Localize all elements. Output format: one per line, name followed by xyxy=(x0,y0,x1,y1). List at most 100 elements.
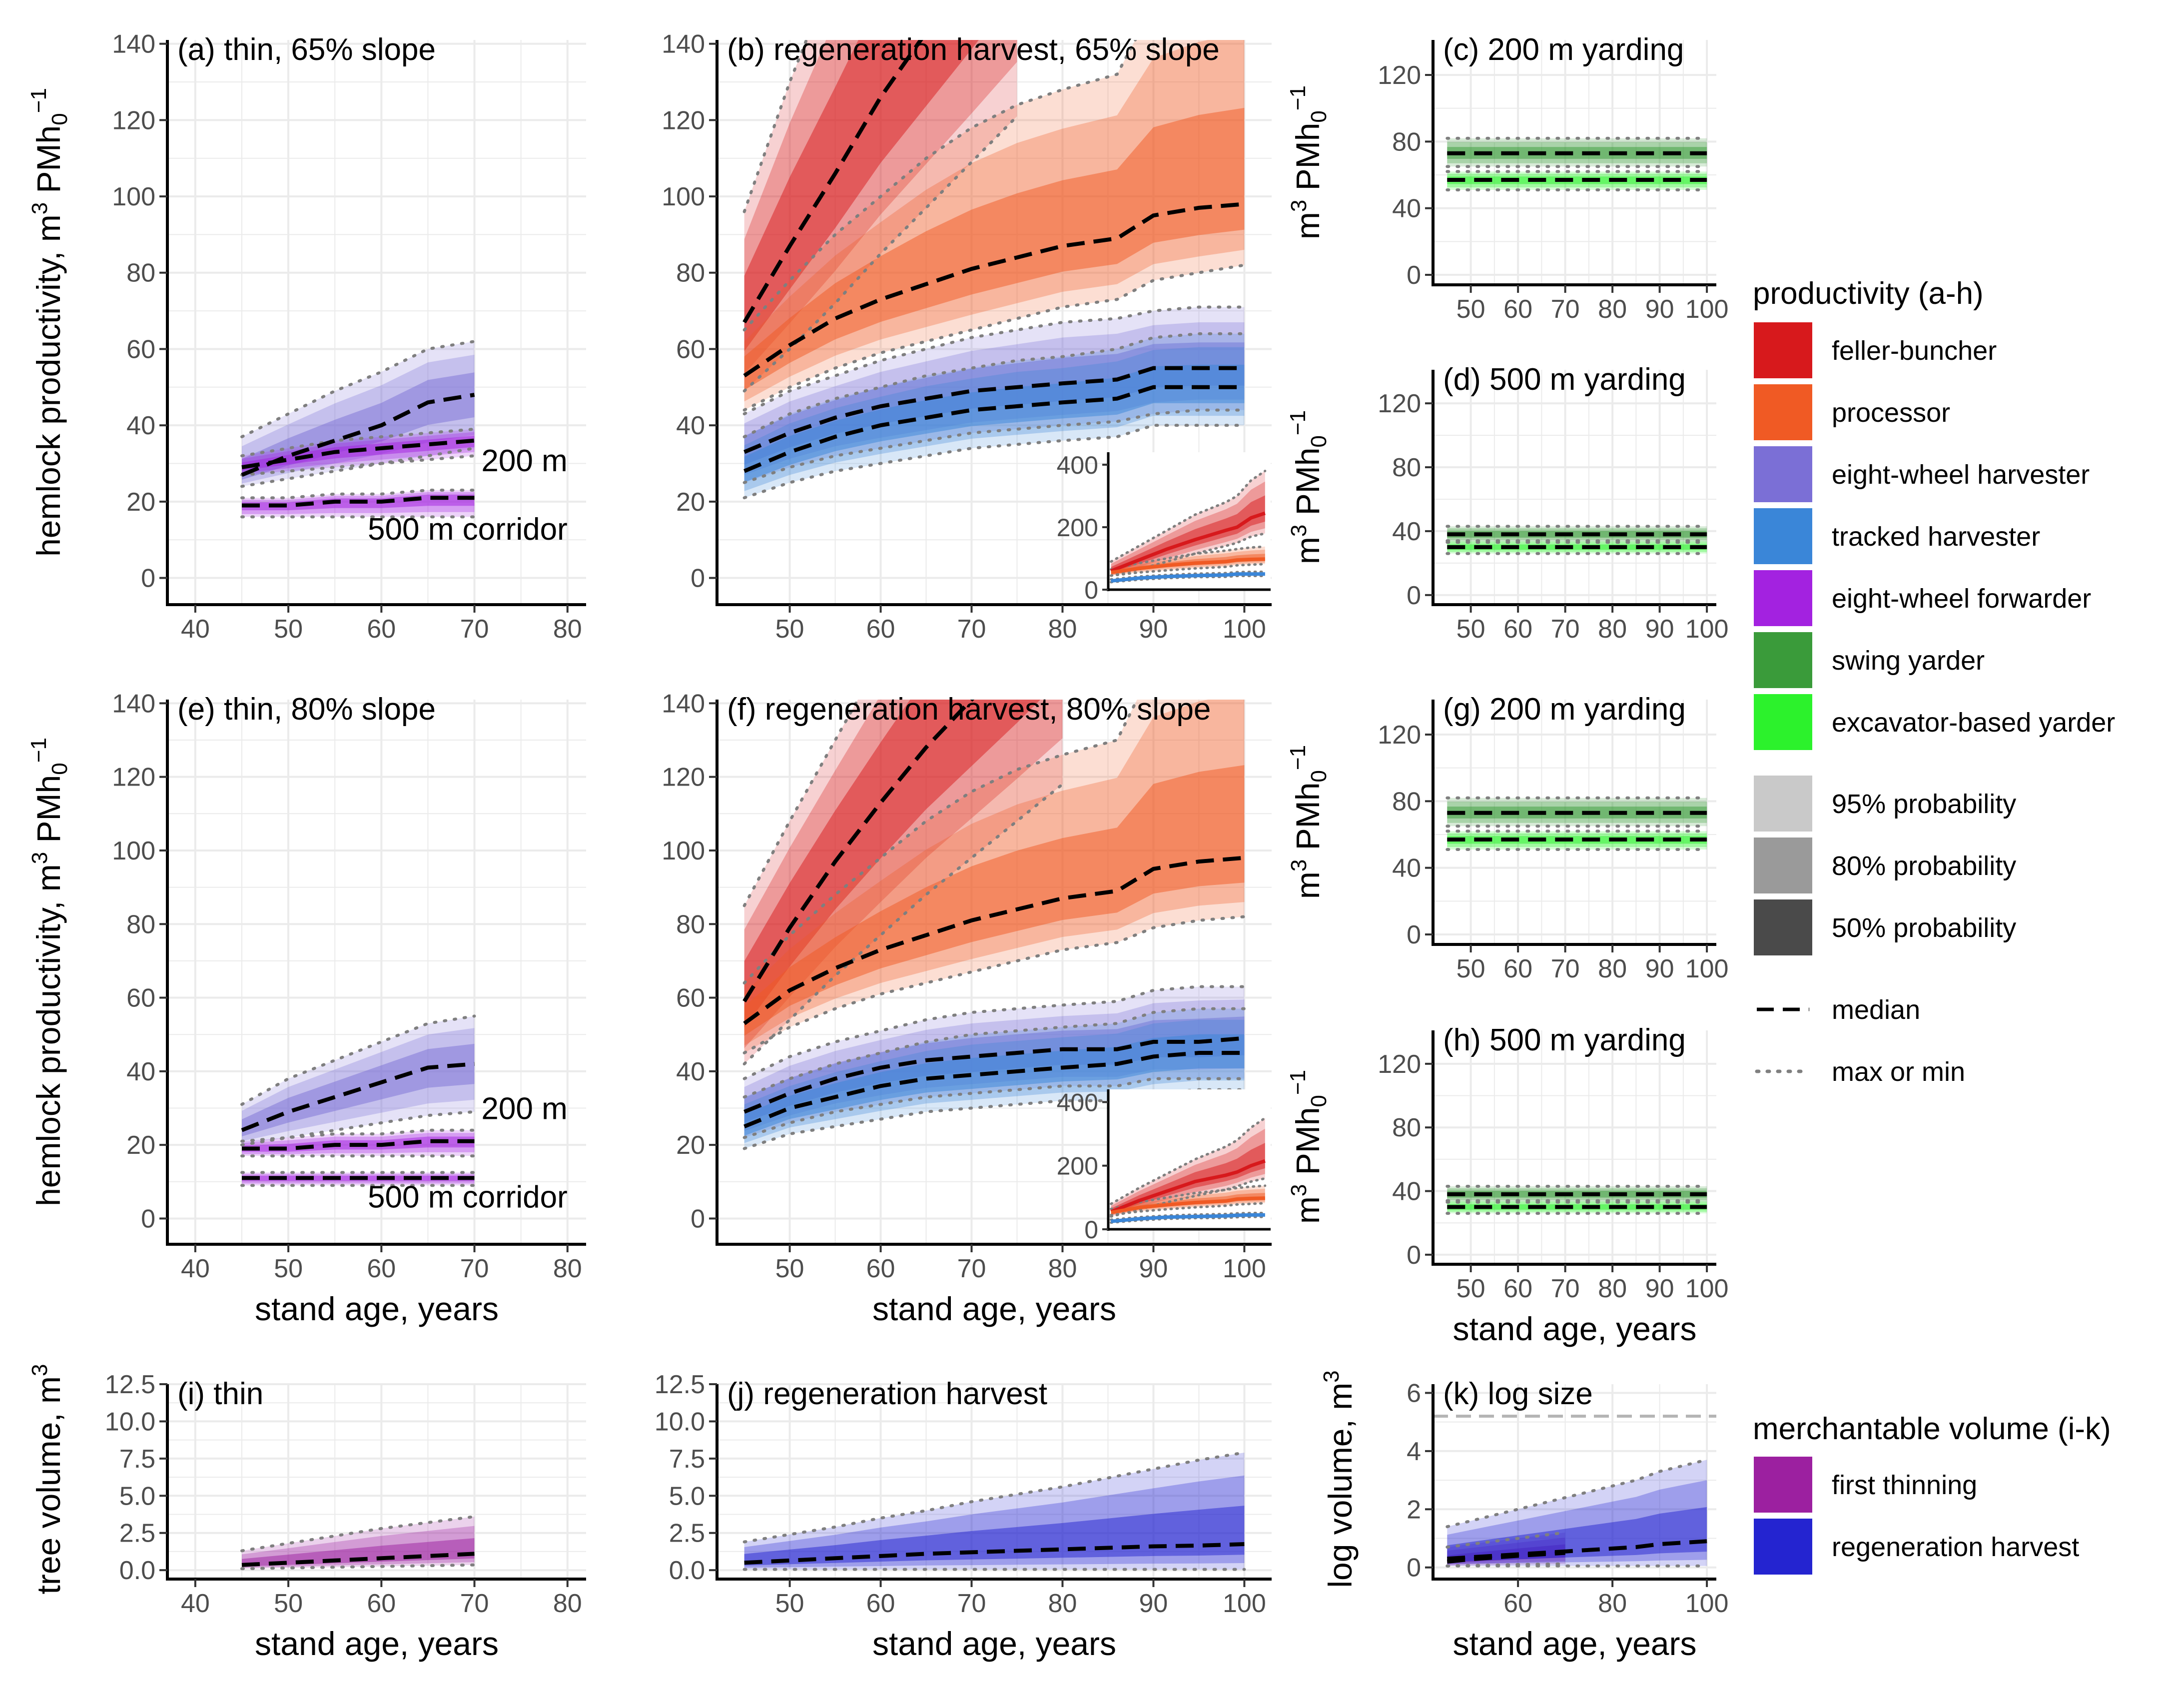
x-tick-label: 80 xyxy=(553,1254,582,1283)
svg-text:m3 PMh0−1: m3 PMh0−1 xyxy=(1286,410,1331,564)
x-axis-label-i: stand age, years xyxy=(255,1625,499,1662)
x-tick-label: 100 xyxy=(1685,954,1729,983)
min-line-eight-wheel-harvester xyxy=(742,1077,1246,1139)
y-tick-label: 5.0 xyxy=(119,1482,155,1511)
min-line-eight-wheel-harvester xyxy=(240,447,476,488)
panel-title-j: (j) regeneration harvest xyxy=(727,1377,1047,1411)
max-line-eight-wheel-harvester xyxy=(240,1014,476,1106)
y-tick-label: 7.5 xyxy=(119,1445,155,1474)
y-tick-label: 60 xyxy=(676,984,705,1013)
panel-i: 0.0 2.5 5.0 7.5 10.0 12.5 40 50 60 70 80 (i) thin st… xyxy=(27,1364,586,1662)
y-tick-label: 60 xyxy=(126,984,155,1013)
max-line-processor xyxy=(742,40,1137,332)
legend-key-eight-wheel-forwarder: eight-wheel forwarder xyxy=(1752,568,2091,628)
y-tick-label: 4 xyxy=(1407,1437,1421,1466)
max-line-feller-buncher xyxy=(1110,1116,1267,1205)
panel-f-inset: 0 200 400 xyxy=(1057,1088,1271,1244)
y-tick-label: 12.5 xyxy=(105,1370,155,1399)
x-tick-label: 80 xyxy=(1598,615,1627,644)
max-line-tracked-harvester xyxy=(742,1007,1246,1099)
panel-title-d: (d) 500 m yarding xyxy=(1443,362,1686,397)
annotation-label: 500 m corridor xyxy=(368,512,568,547)
x-tick-label: 50 xyxy=(1456,615,1485,644)
svg-text:tree volume, m3: tree volume, m3 xyxy=(27,1364,67,1595)
legend-label-excavator-based-yarder: excavator-based yarder xyxy=(1832,708,2115,738)
y-tick-label: 80 xyxy=(1392,1113,1421,1142)
x-tick-label: 100 xyxy=(1685,295,1729,324)
legend-key-80-probability: 80% probability xyxy=(1752,836,2016,895)
y-tick-label: 100 xyxy=(662,182,705,211)
y-tick-label: 20 xyxy=(676,1131,705,1160)
panel-a: 0 20 40 60 80 100 120 140 40 50 60 70 80 (a) thin, 65… xyxy=(26,30,586,644)
x-tick-label: 70 xyxy=(1551,615,1580,644)
y-tick-label: 400 xyxy=(1057,451,1098,479)
y-tick-label: 120 xyxy=(662,763,705,792)
y-tick-label: 0 xyxy=(1407,261,1421,290)
y-tick-label: 0 xyxy=(1407,1554,1421,1583)
panel-c: 0 40 80 120 50 60 70 80 90 100 (c) 200 m yarding m3… xyxy=(1286,32,1728,324)
y-tick-label: 80 xyxy=(126,910,155,939)
x-tick-label: 60 xyxy=(866,615,895,644)
max-line-eight-wheel-harvester xyxy=(240,340,476,439)
median-line-feller-buncher xyxy=(742,700,975,1003)
max-line-eight-wheel-harvester xyxy=(742,305,1246,416)
x-tick-label: 70 xyxy=(460,1254,489,1283)
min-line-processor xyxy=(1110,563,1267,577)
plot-area-h xyxy=(1433,1030,1716,1264)
x-tick-label: 80 xyxy=(1048,1589,1077,1618)
y-tick-label: 100 xyxy=(112,837,155,865)
x-axis-label-h: stand age, years xyxy=(1453,1310,1697,1347)
x-tick-label: 100 xyxy=(1223,1589,1266,1618)
plot-area-e xyxy=(167,700,586,1244)
y-tick-label: 140 xyxy=(112,30,155,59)
y-tick-label: 140 xyxy=(662,30,705,59)
marks-d xyxy=(1446,525,1709,555)
band-swing-yarder-50 xyxy=(1447,807,1707,819)
y-tick-label: 0.0 xyxy=(119,1556,155,1585)
panel-e: 0 20 40 60 80 100 120 140 40 50 60 70 80 (e) thin, 80… xyxy=(26,689,586,1327)
median-line-tracked-harvester xyxy=(1111,1213,1265,1223)
x-tick-label: 60 xyxy=(866,1589,895,1618)
max-line-tracked-harvester xyxy=(1110,1212,1267,1221)
x-tick-label: 90 xyxy=(1645,615,1674,644)
x-tick-label: 90 xyxy=(1645,954,1674,983)
max-line-processor xyxy=(1110,1184,1267,1210)
x-tick-label: 40 xyxy=(181,1254,210,1283)
marks-b xyxy=(742,40,1246,500)
x-tick-label: 60 xyxy=(866,1254,895,1283)
x-tick-label: 70 xyxy=(1551,1274,1580,1303)
x-axis-label-j: stand age, years xyxy=(872,1625,1116,1662)
marks-j xyxy=(742,1451,1246,1571)
plot-area-d xyxy=(1433,370,1716,605)
legend-key-eight-wheel-harvester: eight-wheel harvester xyxy=(1752,444,2090,504)
svg-text:m3 PMh0−1: m3 PMh0−1 xyxy=(1286,745,1331,899)
panel-title-b: (b) regeneration harvest, 65% slope xyxy=(727,32,1220,67)
y-tick-label: 0 xyxy=(1407,920,1421,949)
band-tracked-harvester-50 xyxy=(744,1034,1245,1136)
y-tick-label: 2 xyxy=(1407,1495,1421,1524)
y-tick-label: 120 xyxy=(662,106,705,135)
median-line-eight-wheel-forwarder xyxy=(241,438,475,470)
x-tick-label: 90 xyxy=(1645,1274,1674,1303)
median-line-regeneration-harvest xyxy=(1447,1539,1707,1561)
y-tick-label: 120 xyxy=(1378,389,1421,418)
legend-key-swing-yarder: swing yarder xyxy=(1752,630,1985,690)
x-tick-label: 60 xyxy=(1503,954,1532,983)
y-tick-label: 80 xyxy=(1392,127,1421,156)
marks-k xyxy=(1433,1415,1716,1568)
y-axis-label-h: m3 PMh0−1 xyxy=(1286,1070,1331,1224)
panel-j: 0.0 2.5 5.0 7.5 10.0 12.5 50 60 70 80 90 100 (j) reg… xyxy=(655,1370,1272,1662)
max-line-tracked-harvester xyxy=(1110,570,1267,581)
x-tick-label: 70 xyxy=(957,1589,986,1618)
x-tick-label: 50 xyxy=(775,1589,804,1618)
x-tick-label: 60 xyxy=(367,1254,396,1283)
x-tick-label: 60 xyxy=(367,1589,396,1618)
y-tick-label: 60 xyxy=(676,335,705,364)
y-tick-label: 20 xyxy=(676,488,705,517)
median-line-feller-buncher xyxy=(742,40,923,324)
legend-label-first-thinning: first thinning xyxy=(1832,1470,1977,1500)
median-line-tracked-harvester xyxy=(743,385,1245,473)
y-tick-label: 10.0 xyxy=(655,1407,705,1436)
x-tick-label: 40 xyxy=(181,615,210,644)
y-tick-label: 120 xyxy=(112,106,155,135)
